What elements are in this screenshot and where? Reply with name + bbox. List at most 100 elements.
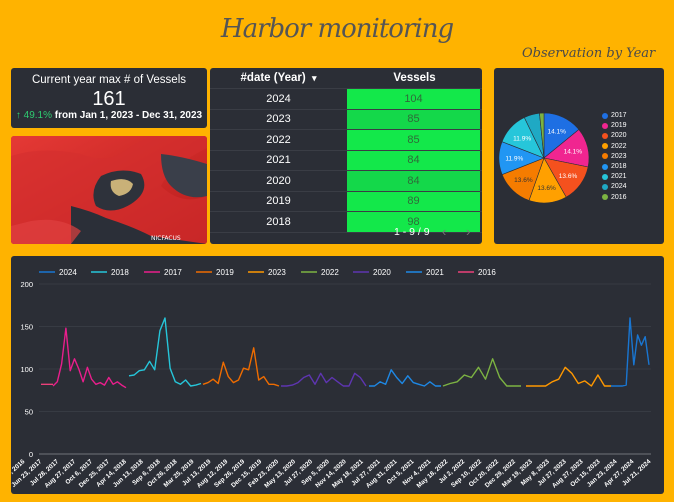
series-line-2021[interactable]	[369, 369, 441, 387]
pie-legend-item[interactable]: 2019	[602, 122, 627, 129]
series-line-2024[interactable]	[611, 317, 650, 387]
series-line-2018[interactable]	[128, 317, 202, 387]
pie-legend-item[interactable]: 2017	[602, 112, 627, 119]
pie-legend-item[interactable]: 2023	[602, 153, 627, 160]
legend-label: 2022	[611, 142, 627, 150]
legend-label: 2019	[216, 268, 234, 277]
cell-year: 2024	[266, 92, 291, 105]
column-header-vessels[interactable]: Vessels	[393, 72, 436, 84]
legend-label: 2016	[478, 268, 496, 277]
vessels-line-chart: 0 50 100 150 200 2024 2018 2017 2019 2023 2022 2020…	[11, 268, 653, 490]
cell-year: 2022	[266, 133, 291, 146]
legend-dot-icon	[602, 173, 608, 180]
pie-slice-2016[interactable]	[539, 112, 545, 159]
sort-desc-icon: ▾	[311, 73, 317, 83]
legend-label: 2017	[164, 268, 182, 277]
next-page-icon[interactable]: ›	[466, 224, 471, 239]
scorecard-delta: ↑ 49.1% from Jan 1, 2023 - Dec 31, 2023	[11, 110, 207, 121]
line-legend-item[interactable]: 2020	[353, 268, 391, 277]
legend-dot-icon	[602, 112, 608, 119]
pie-slice-label: 13.6%	[559, 173, 578, 180]
legend-label: 2018	[111, 268, 129, 277]
cell-year: 2020	[266, 174, 291, 187]
series-line-2019[interactable]	[202, 347, 280, 387]
pie-legend-item[interactable]: 2024	[602, 183, 627, 190]
observation-pie-panel: 14.1% 14.1% 13.6% 13.6% 13.6% 11.9% 11.9% 2017…	[494, 68, 664, 244]
table-row[interactable]: 2022 85	[210, 130, 482, 151]
cell-vessels: 104	[347, 89, 480, 109]
column-header-year[interactable]: #date (Year) ▾	[240, 72, 317, 84]
pie-legend-item[interactable]: 2016	[602, 194, 627, 201]
satellite-image: NICFACUS	[11, 136, 207, 244]
legend-label: 2017	[611, 112, 627, 119]
pie-chart-title: Observation by Year	[522, 46, 656, 61]
line-legend-item[interactable]: 2021	[406, 268, 444, 277]
dashboard-title: Harbor monitoring	[220, 14, 454, 44]
line-chart-panel: 0 50 100 150 200 2024 2018 2017 2019 2023 2022 2020…	[11, 256, 664, 494]
cell-year: 2019	[266, 195, 291, 208]
satellite-image-graphic: NICFACUS	[11, 136, 207, 244]
delta-range: from Jan 1, 2023 - Dec 31, 2023	[54, 110, 203, 121]
table-row[interactable]: 2019 89	[210, 191, 482, 212]
legend-label: 2024	[59, 268, 77, 277]
legend-label: 2019	[611, 122, 627, 130]
cell-vessels: 98	[347, 212, 480, 232]
legend-dot-icon	[602, 183, 608, 190]
legend-dot-icon	[602, 122, 608, 129]
legend-label: 2018	[611, 163, 627, 170]
legend-label: 2021	[611, 173, 627, 181]
table-row[interactable]: 2024 104	[210, 89, 482, 110]
table-row[interactable]: 2021 84	[210, 150, 482, 171]
prev-page-icon[interactable]: ‹	[442, 224, 447, 239]
vessels-by-year-table: #date (Year) ▾ Vessels 2024 104 2023 85 2022…	[210, 68, 482, 244]
table-row[interactable]: 2018 98	[210, 212, 482, 233]
pie-slice-label: 11.9%	[505, 156, 523, 163]
legend-label: 2024	[611, 183, 627, 191]
line-legend-item[interactable]: 2018	[91, 268, 129, 277]
series-line-2020[interactable]	[281, 372, 367, 387]
legend-label: 2020	[373, 268, 391, 277]
series-line-2017[interactable]	[52, 327, 127, 389]
up-arrow-icon: ↑	[15, 110, 21, 121]
legend-label: 2020	[611, 132, 627, 140]
line-legend-item[interactable]: 2019	[196, 268, 234, 277]
legend-dot-icon	[602, 194, 608, 201]
line-legend-item[interactable]: 2022	[301, 268, 339, 277]
cell-vessels: 84	[347, 171, 480, 191]
legend-label: 2023	[611, 152, 627, 160]
pie-legend-item[interactable]: 2020	[602, 132, 627, 139]
legend-label: 2023	[268, 268, 286, 277]
pie-legend-item[interactable]: 2022	[602, 143, 627, 150]
line-legend-item[interactable]: 2024	[39, 268, 77, 277]
pie-slice-label: 14.1%	[548, 129, 567, 136]
legend-dot-icon	[602, 143, 608, 150]
pagination-count: 1 - 9 / 9	[394, 226, 430, 238]
pie-legend-item[interactable]: 2021	[602, 173, 627, 180]
table-header: #date (Year) ▾ Vessels	[210, 68, 482, 89]
delta-percent: 49.1%	[23, 110, 53, 121]
line-legend-item[interactable]: 2016	[458, 268, 496, 277]
cell-vessels: 89	[347, 191, 480, 211]
y-tick-label: 100	[20, 365, 33, 374]
satellite-stamp: NICFACUS	[151, 235, 181, 242]
table-pagination: 1 - 9 / 9 ‹ ›	[210, 224, 482, 240]
max-vessels-scorecard: Current year max # of Vessels 161 ↑ 49.1…	[11, 68, 207, 128]
pie-chart: 14.1%14.1%13.6%13.6%13.6%11.9%11.9%	[498, 112, 590, 204]
series-line-2022[interactable]	[442, 358, 521, 387]
cell-vessels: 84	[347, 150, 480, 170]
line-legend-item[interactable]: 2023	[248, 268, 286, 277]
y-tick-label: 150	[20, 323, 33, 332]
cell-year: 2018	[266, 215, 291, 228]
cell-year: 2023	[266, 113, 291, 126]
legend-label: 2016	[611, 193, 627, 201]
table-row[interactable]: 2020 84	[210, 171, 482, 192]
legend-dot-icon	[602, 163, 608, 170]
line-legend-item[interactable]: 2017	[144, 268, 182, 277]
legend-label: 2021	[426, 268, 444, 277]
y-tick-label: 50	[25, 408, 33, 417]
scorecard-label: Current year max # of Vessels	[31, 74, 187, 86]
series-line-2023[interactable]	[526, 366, 611, 387]
pie-legend-item[interactable]: 2018	[602, 163, 627, 170]
table-row[interactable]: 2023 85	[210, 109, 482, 130]
legend-dot-icon	[602, 132, 608, 139]
